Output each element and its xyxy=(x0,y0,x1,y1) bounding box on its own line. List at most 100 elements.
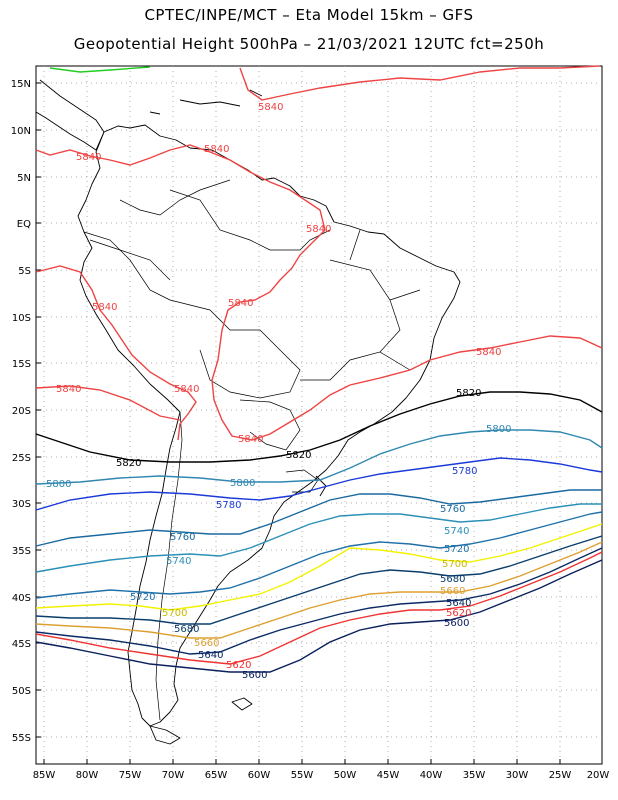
contour-label-5620: 5620 xyxy=(446,608,471,619)
contour-label-5820: 5820 xyxy=(116,458,141,469)
contour-5840-north2 xyxy=(35,144,603,441)
lat-label: 5N xyxy=(17,173,31,184)
brazil-west-border xyxy=(169,189,331,251)
contour-5660 xyxy=(35,541,603,639)
contour-5840-north xyxy=(239,65,601,101)
lon-label: 45W xyxy=(377,770,400,781)
map-frame xyxy=(35,65,603,765)
lat-label: 20S xyxy=(12,406,31,417)
lat-label: 30S xyxy=(12,499,31,510)
contour-label-5800: 5800 xyxy=(230,478,255,489)
contour-label-5820: 5820 xyxy=(286,450,311,461)
contour-label-5840: 5840 xyxy=(228,298,253,309)
contour-label-5700: 5700 xyxy=(442,559,467,570)
lon-label: 70W xyxy=(162,770,185,781)
paraguay-border xyxy=(239,399,301,451)
lat-label: EQ xyxy=(17,219,31,230)
gridlines xyxy=(36,66,602,764)
contour-label-5740: 5740 xyxy=(166,556,191,567)
contour-label-5840: 5840 xyxy=(238,434,263,445)
contour-label-5720: 5720 xyxy=(444,544,469,555)
contour-label-5640: 5640 xyxy=(198,650,223,661)
contour-label-5840: 5840 xyxy=(56,384,81,395)
contour-5640 xyxy=(35,547,603,655)
lon-label: 30W xyxy=(506,770,529,781)
axis-ticks xyxy=(36,82,561,764)
lon-label: 35W xyxy=(463,770,486,781)
lon-label: 60W xyxy=(248,770,271,781)
lon-label: 40W xyxy=(420,770,443,781)
contour-5620 xyxy=(35,551,603,665)
lat-label: 45S xyxy=(12,639,31,650)
tierra-del-fuego xyxy=(149,725,181,745)
south-america-coast xyxy=(77,124,461,727)
contour-labels: 5840 5840 5840 5840 5840 5840 5840 5840 … xyxy=(46,102,511,681)
contour-label-5700: 5700 xyxy=(162,608,187,619)
contour-label-5840: 5840 xyxy=(92,302,117,313)
lat-label: 50S xyxy=(12,686,31,697)
contour-label-5720: 5720 xyxy=(130,592,155,603)
caribbean-islands xyxy=(149,89,263,115)
lat-label: 55S xyxy=(12,733,31,744)
central-america-coast xyxy=(35,79,105,151)
lon-label: 20W xyxy=(587,770,610,781)
coastlines xyxy=(35,79,461,745)
contour-5780 xyxy=(35,457,603,511)
contour-label-5840: 5840 xyxy=(258,102,283,113)
contour-5860 xyxy=(49,66,151,73)
contour-label-5800: 5800 xyxy=(46,479,71,490)
lon-label: 85W xyxy=(33,770,56,781)
lon-label: 50W xyxy=(334,770,357,781)
contour-5680 xyxy=(35,535,603,625)
contour-label-5620: 5620 xyxy=(226,660,251,671)
lat-label: 10N xyxy=(11,126,31,137)
lat-label: 35S xyxy=(12,546,31,557)
lat-label: 15N xyxy=(11,79,31,90)
contour-5700 xyxy=(35,523,603,611)
contour-label-5680: 5680 xyxy=(174,624,199,635)
lat-label: 40S xyxy=(12,593,31,604)
contour-5740 xyxy=(35,503,602,573)
contour-label-5780: 5780 xyxy=(216,500,241,511)
brazil-states xyxy=(300,229,421,381)
falklands xyxy=(231,697,253,711)
contour-label-5840: 5840 xyxy=(174,384,199,395)
lat-label: 5S xyxy=(18,266,31,277)
contour-label-5640: 5640 xyxy=(446,598,471,609)
contour-label-5820: 5820 xyxy=(456,388,481,399)
latitude-labels: 15N 10N 5N EQ 5S 10S 15S 20S 25S 30S 35S… xyxy=(11,79,31,744)
peru-ecuador xyxy=(83,231,171,301)
contour-label-5840: 5840 xyxy=(204,144,229,155)
contour-label-5660: 5660 xyxy=(194,638,219,649)
contour-label-5780: 5780 xyxy=(452,466,477,477)
contour-label-5840: 5840 xyxy=(76,152,101,163)
lat-label: 15S xyxy=(12,359,31,370)
lon-label: 65W xyxy=(205,770,228,781)
longitude-labels: 85W 80W 75W 70W 65W 60W 55W 50W 45W 40W … xyxy=(33,770,610,781)
contour-5600 xyxy=(35,559,603,673)
colombia-venezuela xyxy=(89,179,231,281)
contour-label-5840: 5840 xyxy=(476,347,501,358)
contour-5720 xyxy=(35,511,603,599)
contour-5800 xyxy=(35,429,603,485)
lon-label: 80W xyxy=(76,770,99,781)
lon-label: 25W xyxy=(549,770,572,781)
argentina-chile-border xyxy=(155,411,183,721)
lat-label: 25S xyxy=(12,453,31,464)
lon-label: 75W xyxy=(119,770,142,781)
title-line-2: Geopotential Height 500hPa – 21/03/2021 … xyxy=(73,35,545,53)
contour-5820 xyxy=(35,391,603,463)
contour-5760 xyxy=(35,489,602,547)
lon-label: 55W xyxy=(291,770,314,781)
contour-label-5600: 5600 xyxy=(444,618,469,629)
lat-label: 10S xyxy=(12,313,31,324)
title-line-1: CPTEC/INPE/MCT – Eta Model 15km – GFS xyxy=(144,6,474,24)
contour-label-5680: 5680 xyxy=(440,574,465,585)
contour-label-5760: 5760 xyxy=(170,532,195,543)
contour-lines xyxy=(35,65,603,673)
contour-5840-west xyxy=(35,265,197,441)
contour-label-5800: 5800 xyxy=(486,424,511,435)
contour-label-5740: 5740 xyxy=(444,526,469,537)
contour-label-5760: 5760 xyxy=(440,504,465,515)
